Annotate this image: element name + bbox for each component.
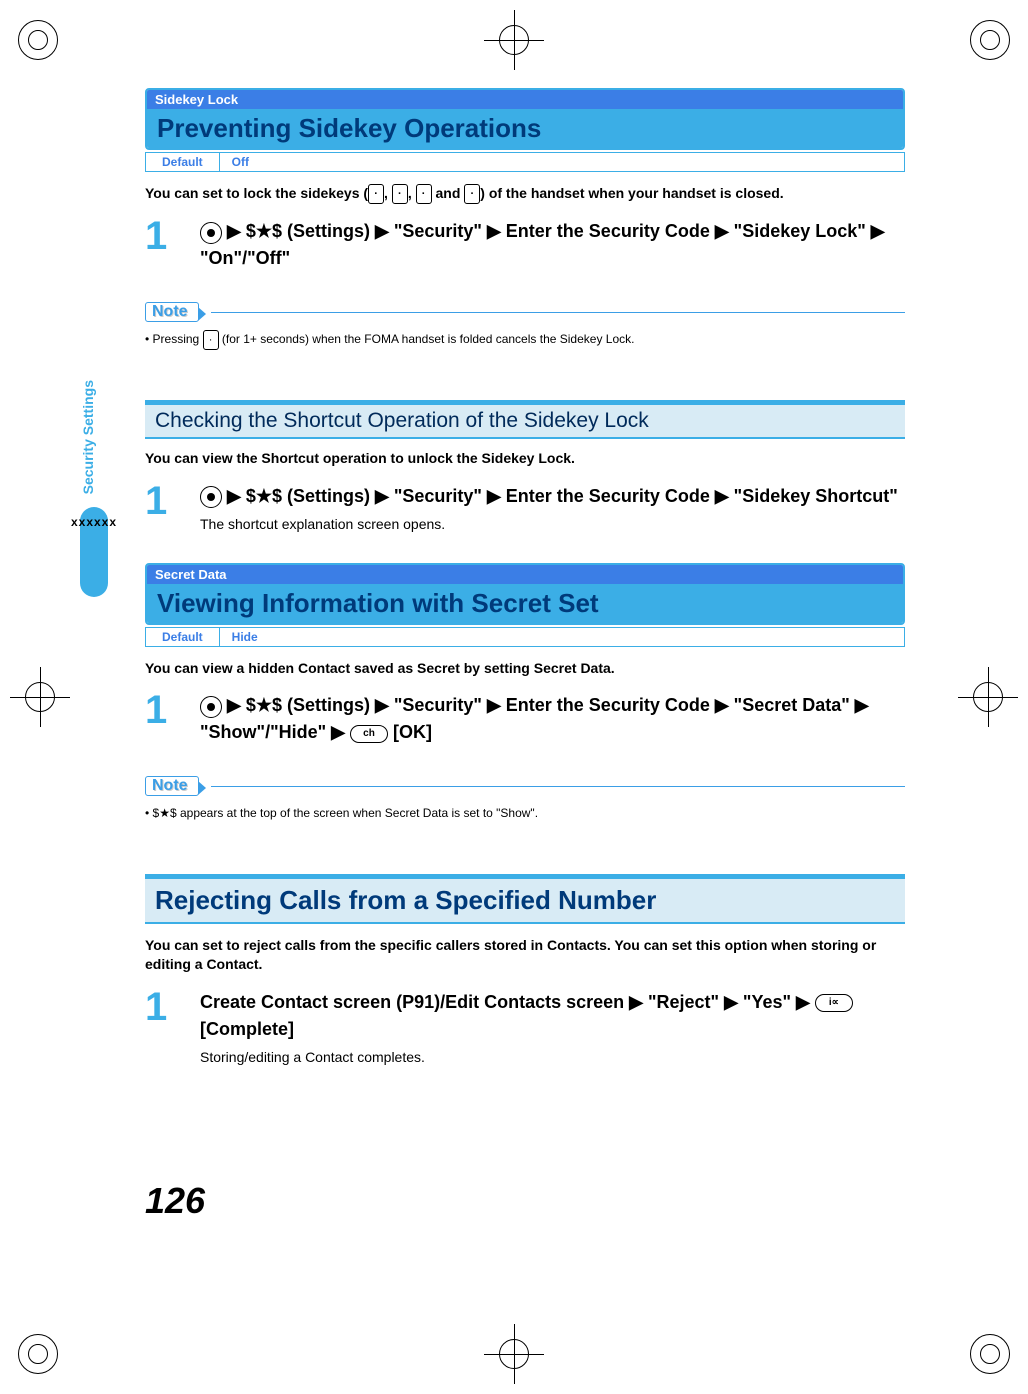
crosshair-right: [958, 667, 1018, 727]
side-pill: xxxxxx: [80, 507, 108, 597]
section-header-secret: Secret Data Viewing Information with Sec…: [145, 563, 905, 625]
side-pill-text: xxxxxx: [71, 515, 117, 529]
default-row: Default Hide: [145, 627, 905, 647]
section-header-reject: Rejecting Calls from a Specified Number: [145, 874, 905, 924]
sidekey-icon: ·: [368, 184, 384, 204]
step-content: Create Contact screen (P91)/Edit Contact…: [200, 987, 905, 1068]
center-key-icon: [200, 486, 222, 508]
sub-title: Checking the Shortcut Operation of the S…: [145, 405, 905, 439]
sub-header-shortcut: Checking the Shortcut Operation of the S…: [145, 400, 905, 439]
crosshair-bottom: [484, 1324, 544, 1384]
softkey-icon: i∝: [815, 994, 853, 1012]
crosshair-top: [484, 10, 544, 70]
step-row: 1 ▶ $★$ (Settings) ▶ "Security" ▶ Enter …: [145, 690, 905, 746]
registration-mark: [18, 1334, 58, 1374]
page-number: 126: [145, 1180, 205, 1222]
default-value: Off: [220, 153, 261, 171]
step-content: ▶ $★$ (Settings) ▶ "Security" ▶ Enter th…: [200, 481, 898, 535]
registration-mark: [18, 20, 58, 60]
step-number: 1: [145, 987, 200, 1068]
step-number: 1: [145, 690, 200, 746]
step-number: 1: [145, 481, 200, 535]
sidekey-icon: ·: [416, 184, 432, 204]
default-value: Hide: [220, 628, 270, 646]
note-row: Note: [145, 302, 905, 322]
step-content: ▶ $★$ (Settings) ▶ "Security" ▶ Enter th…: [200, 690, 905, 746]
section2-body: You can view the Shortcut operation to u…: [145, 449, 905, 469]
note-label: Note: [145, 302, 199, 322]
section-title: Rejecting Calls from a Specified Number: [145, 879, 905, 924]
section-header-sidekey: Sidekey Lock Preventing Sidekey Operatio…: [145, 88, 905, 150]
section-tag: Sidekey Lock: [147, 90, 903, 109]
sidekey-icon: ·: [464, 184, 480, 204]
softkey-icon: ch: [350, 725, 388, 743]
registration-mark: [970, 20, 1010, 60]
default-row: Default Off: [145, 152, 905, 172]
registration-mark: [970, 1334, 1010, 1374]
step-sub: Storing/editing a Contact completes.: [200, 1047, 905, 1068]
section-tag: Secret Data: [147, 565, 903, 584]
note-row: Note: [145, 776, 905, 796]
center-key-icon: [200, 222, 222, 244]
default-label: Default: [146, 628, 220, 646]
note-label: Note: [145, 776, 199, 796]
step-row: 1 ▶ $★$ (Settings) ▶ "Security" ▶ Enter …: [145, 216, 905, 272]
note-body: • Pressing · (for 1+ seconds) when the F…: [145, 330, 905, 350]
default-label: Default: [146, 153, 220, 171]
section4-body: You can set to reject calls from the spe…: [145, 936, 905, 975]
step-row: 1 Create Contact screen (P91)/Edit Conta…: [145, 987, 905, 1068]
side-tab: Security Settings xxxxxx: [80, 380, 110, 597]
section-title: Preventing Sidekey Operations: [147, 109, 903, 148]
section3-body: You can view a hidden Contact saved as S…: [145, 659, 905, 679]
section-title: Viewing Information with Secret Set: [147, 584, 903, 623]
step-number: 1: [145, 216, 200, 272]
sidekey-icon: ·: [392, 184, 408, 204]
step-row: 1 ▶ $★$ (Settings) ▶ "Security" ▶ Enter …: [145, 481, 905, 535]
sidekey-icon: ·: [203, 330, 219, 350]
section1-body: You can set to lock the sidekeys (·, ·, …: [145, 184, 905, 204]
page-content: Sidekey Lock Preventing Sidekey Operatio…: [145, 88, 905, 1076]
step-sub: The shortcut explanation screen opens.: [200, 514, 898, 535]
side-label: Security Settings: [80, 380, 96, 494]
step-content: ▶ $★$ (Settings) ▶ "Security" ▶ Enter th…: [200, 216, 905, 272]
crosshair-left: [10, 667, 70, 727]
center-key-icon: [200, 696, 222, 718]
note-body: • $★$ appears at the top of the screen w…: [145, 804, 905, 823]
